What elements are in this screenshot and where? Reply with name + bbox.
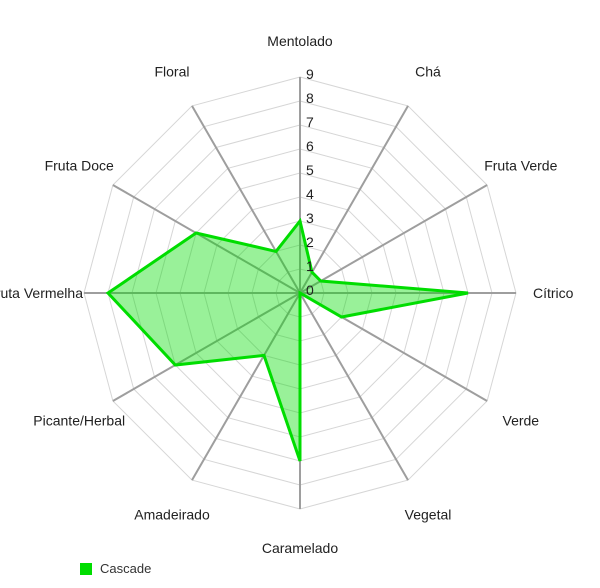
category-label-4: Verde: [503, 413, 540, 429]
radar-axis-spoke: [299, 105, 409, 294]
category-label-8: Picante/Herbal: [33, 413, 125, 429]
radar-axis-spoke: [299, 184, 488, 294]
radial-tick-label: 3: [306, 210, 314, 226]
radial-tick-label: 6: [306, 138, 314, 154]
radial-tick-label: 2: [306, 234, 314, 250]
radar-series-cascade[interactable]: [105, 217, 469, 462]
radar-axis-spoke: [299, 292, 409, 481]
legend-label-cascade[interactable]: Cascade: [100, 561, 152, 576]
radar-axis-spoke: [191, 292, 301, 481]
category-label-5: Vegetal: [405, 507, 452, 523]
radial-tick-label: 7: [306, 114, 314, 130]
category-label-11: Floral: [154, 63, 189, 79]
category-label-10: Fruta Doce: [45, 158, 114, 174]
radar-axis-spoke: [112, 292, 301, 402]
category-label-6: Caramelado: [262, 540, 338, 556]
radial-tick-label: 9: [306, 66, 314, 82]
radial-tick-label: 0: [306, 282, 314, 298]
legend: Cascade: [80, 560, 151, 578]
category-label-2: Fruta Verde: [484, 158, 557, 174]
category-label-1: Chá: [415, 63, 441, 79]
radar-axis-spoke: [191, 105, 301, 294]
category-label-9: Fruta Vermelha: [0, 285, 83, 301]
radial-tick-label: 4: [306, 186, 314, 202]
legend-swatch-cascade[interactable]: [80, 563, 92, 575]
radial-tick-label: 8: [306, 90, 314, 106]
radar-chart: 0 1 2 3 4 5 6 7 8 9 Mentolado Chá Fruta Verde Cítrico…: [0, 33, 574, 556]
radar-axis-spoke: [112, 184, 301, 294]
radial-tick-label: 1: [306, 258, 314, 274]
category-label-0: Mentolado: [267, 33, 333, 49]
category-label-3: Cítrico: [533, 285, 574, 301]
category-label-7: Amadeirado: [134, 507, 210, 523]
radial-tick-label: 5: [306, 162, 314, 178]
